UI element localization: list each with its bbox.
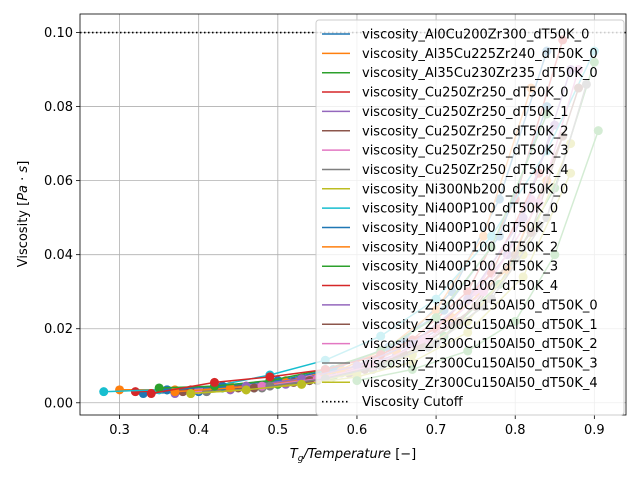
y-tick-label: 0.04 [44, 248, 73, 263]
data-point [241, 385, 251, 395]
y-tick-label: 0.06 [44, 174, 73, 189]
data-point [186, 389, 196, 399]
y-tick-label: 0.00 [44, 396, 73, 411]
y-tick-label: 0.02 [44, 322, 73, 337]
legend-entry: viscosity_Ni400P100_dT50K_0 [362, 202, 558, 217]
legend-entry: viscosity_Ni300Nb200_dT50K_0 [362, 182, 568, 197]
data-point [146, 389, 156, 399]
legend-entry: viscosity_Cu250Zr250_dT50K_3 [362, 144, 569, 159]
x-tick-label: 0.9 [584, 423, 605, 438]
legend-entry: viscosity_Cu250Zr250_dT50K_2 [362, 124, 569, 139]
legend-entry: viscosity_Zr300Cu150Al50_dT50K_4 [362, 376, 598, 391]
legend-entry: viscosity_Ni400P100_dT50K_1 [362, 221, 558, 236]
data-point [265, 372, 275, 382]
legend-entry: viscosity_Zr300Cu150Al50_dT50K_0 [362, 298, 598, 313]
legend-entry: viscosity_Cu250Zr250_dT50K_0 [362, 86, 569, 101]
data-point [297, 379, 307, 389]
legend-box [315, 19, 625, 416]
x-axis-label: Tg/Temperature [−] [290, 447, 416, 464]
data-point [265, 381, 275, 391]
axis-ticks: 0.3 0.4 0.5 0.6 0.7 0.8 0.9 0.00 0.02 0.04 0.06 0.0… [44, 26, 605, 438]
legend-entry: viscosity_Ni400P100_dT50K_3 [362, 260, 558, 275]
x-tick-label: 0.6 [347, 423, 368, 438]
legend-entry: viscosity_Zr300Cu150Al50_dT50K_3 [362, 356, 598, 371]
legend-entry: viscosity_Ni400P100_dT50K_2 [362, 240, 558, 255]
y-tick-label: 0.08 [44, 100, 73, 115]
legend-entry: viscosity_Zr300Cu150Al50_dT50K_1 [362, 318, 598, 333]
legend-entry: viscosity_Ni400P100_dT50K_4 [362, 279, 558, 294]
data-point [249, 383, 259, 393]
legend-entry: viscosity_Al35Cu225Zr240_dT50K_0 [362, 47, 598, 62]
data-point [130, 387, 140, 397]
y-axis-label: Viscosity [Pa · s] [16, 161, 31, 268]
legend-entry: Viscosity Cutoff [362, 395, 464, 410]
legend-entry: viscosity_Cu250Zr250_dT50K_1 [362, 105, 569, 120]
x-tick-label: 0.7 [426, 423, 447, 438]
legend: viscosity_Al0Cu200Zr300_dT50K_0 viscosity… [315, 19, 625, 416]
data-point [115, 385, 125, 395]
legend-entry: viscosity_Zr300Cu150Al50_dT50K_2 [362, 337, 598, 352]
data-point [210, 377, 220, 387]
x-tick-label: 0.4 [188, 423, 209, 438]
legend-entry: viscosity_Cu250Zr250_dT50K_4 [362, 163, 569, 178]
y-tick-label: 0.10 [44, 26, 73, 41]
x-tick-label: 0.5 [267, 423, 288, 438]
legend-entry: viscosity_Al35Cu230Zr235_dT50K_0 [362, 66, 598, 81]
x-tick-label: 0.8 [505, 423, 526, 438]
data-point [154, 383, 164, 393]
legend-entry: viscosity_Al0Cu200Zr300_dT50K_0 [362, 28, 589, 43]
data-point [99, 387, 109, 397]
x-tick-label: 0.3 [109, 423, 130, 438]
